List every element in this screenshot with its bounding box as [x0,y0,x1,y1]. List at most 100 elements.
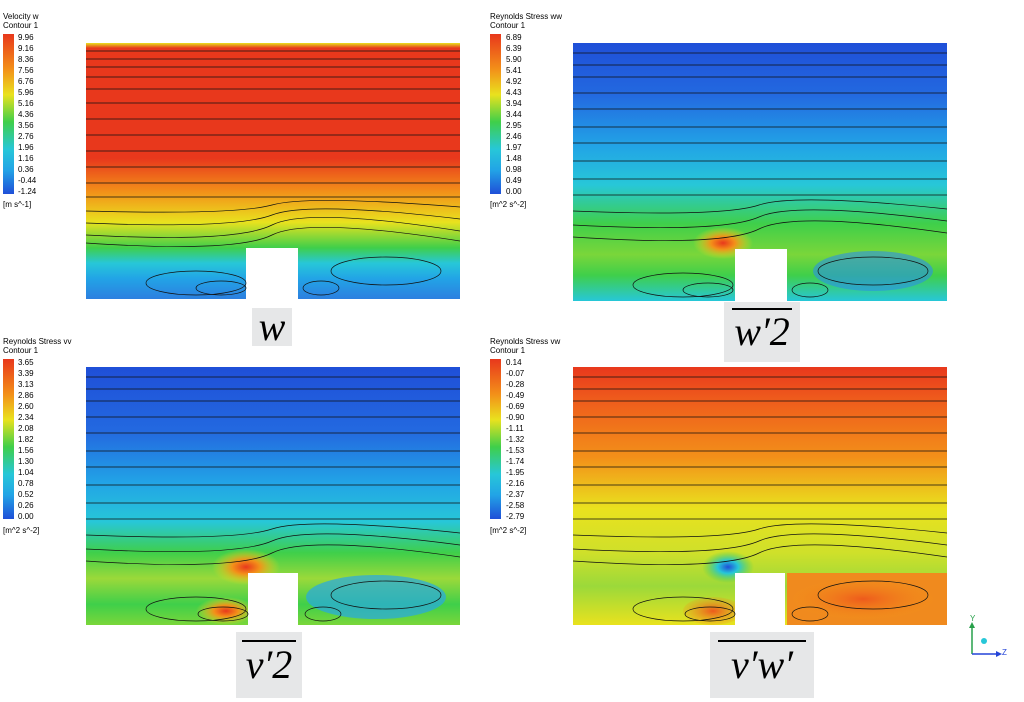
contour-plot [573,43,947,301]
legend-reynolds-vw: Reynolds Stress vw Contour 1 [490,337,560,355]
axis-triad: Y Z [962,614,1012,664]
tick: 0.00 [506,187,522,196]
tick: -0.44 [18,176,37,185]
colorbar [490,34,501,194]
equation-label: v′w′ [710,632,814,698]
tick: 1.56 [18,446,34,455]
tick: -1.74 [506,457,525,466]
equation-label: w [252,304,292,349]
overline [732,308,792,310]
equation-text: v′2 [245,642,293,687]
equation-label: w′2 [724,302,800,362]
y-axis-arrowhead [969,622,975,628]
tick: 6.89 [506,33,522,42]
tick: 2.08 [18,424,34,433]
overline [242,640,296,642]
tick: 0.36 [18,165,34,174]
legend-velocity-w: Velocity w Contour 1 [3,12,39,30]
tick: 9.96 [18,33,34,42]
legend-title: Reynolds Stress vw [490,337,561,346]
colorbar [3,34,14,194]
tick: 6.76 [18,77,34,86]
contour-plot [86,43,460,299]
tick: -2.79 [506,512,525,521]
legend-title: Reynolds Stress vv [3,337,72,346]
equation-label: v′2 [236,632,302,698]
colorbar [490,359,501,519]
tick: 1.97 [506,143,522,152]
tick: 0.00 [18,512,34,521]
contour-plot [86,367,460,625]
colorbar-unit: [m^2 s^-2] [490,200,527,209]
y-axis-label: Y [970,614,976,623]
tick: 3.94 [506,99,522,108]
tick: 1.96 [18,143,34,152]
tick: -0.90 [506,413,525,422]
legend-title: Velocity w [3,12,39,21]
tick: 8.36 [18,55,34,64]
tick: 5.90 [506,55,522,64]
tick: 0.52 [18,490,34,499]
tick: 1.48 [506,154,522,163]
tick: 0.78 [18,479,34,488]
contour-plot [573,367,947,625]
tick: -2.37 [506,490,525,499]
tick: 3.56 [18,121,34,130]
tick: -2.16 [506,479,525,488]
tick: 0.49 [506,176,522,185]
tick: 2.86 [18,391,34,400]
tick: -1.11 [506,424,524,433]
origin-marker [981,638,987,644]
tick: 2.76 [18,132,34,141]
tick: 0.26 [18,501,34,510]
colorbar-unit: [m^2 s^-2] [490,526,527,535]
colorbar-unit: [m s^-1] [3,200,32,209]
tick: -1.24 [18,187,37,196]
z-axis-arrowhead [996,651,1002,657]
tick: 5.16 [18,99,34,108]
equation-text: w [258,304,286,349]
tick: 0.98 [506,165,522,174]
colorbar [3,359,14,519]
tick: 3.13 [18,380,34,389]
tick: -0.07 [506,369,525,378]
colorbar-unit: [m^2 s^-2] [3,526,40,535]
tick: 5.96 [18,88,34,97]
z-axis-label: Z [1002,648,1007,657]
tick: 3.39 [18,369,34,378]
tick: 2.46 [506,132,522,141]
tick: 4.43 [506,88,522,97]
tick: -0.28 [506,380,525,389]
tick: -1.95 [506,468,525,477]
legend-subtitle: Contour 1 [3,21,39,30]
legend-subtitle: Contour 1 [490,21,526,30]
equation-text: v′w′ [731,642,793,687]
tick: -0.69 [506,402,525,411]
tick: 3.44 [506,110,522,119]
legend-subtitle: Contour 1 [490,346,526,355]
tick: 1.82 [18,435,34,444]
legend-subtitle: Contour 1 [3,346,39,355]
tick: 2.60 [18,402,34,411]
tick: 7.56 [18,66,34,75]
tick: 1.30 [18,457,34,466]
legend-title: Reynolds Stress ww [490,12,563,21]
tick: 5.41 [506,66,522,75]
tick: 3.65 [18,358,34,367]
tick: 1.16 [18,154,34,163]
tick: 4.92 [506,77,522,86]
tick: 0.14 [506,358,522,367]
tick: -2.58 [506,501,525,510]
tick: 6.39 [506,44,522,53]
overline [718,640,806,642]
legend-reynolds-vv: Reynolds Stress vv Contour 1 [3,337,71,355]
equation-text: w′2 [734,309,790,354]
tick: 1.04 [18,468,34,477]
tick: 2.34 [18,413,34,422]
tick: -1.32 [506,435,525,444]
tick: 2.95 [506,121,522,130]
legend-reynolds-ww: Reynolds Stress ww Contour 1 [490,12,562,30]
tick: 9.16 [18,44,34,53]
tick: -0.49 [506,391,525,400]
tick: 4.36 [18,110,34,119]
